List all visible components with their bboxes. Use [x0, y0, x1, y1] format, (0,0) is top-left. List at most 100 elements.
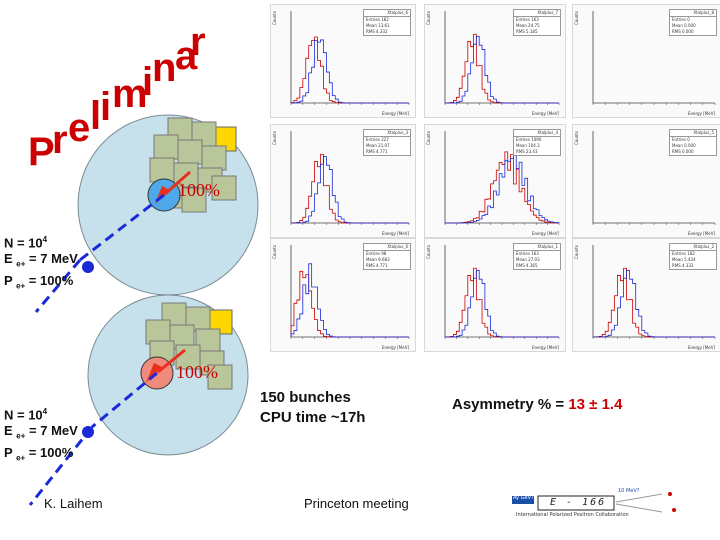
asymmetry-label: Asymmetry % = — [452, 396, 569, 413]
stats-box: Xtalplus_1 Entries 163 Mean 27.03 RMS 4.365 — [513, 243, 561, 270]
histogram-plot — [592, 131, 716, 225]
watermark-letter: i — [100, 85, 112, 129]
x-axis-label: Energy [MeV] — [687, 111, 715, 116]
energy-line: E e+ = 7 MeV — [4, 251, 78, 269]
stats-box: Xtalplus_6 Entries 182 Mean 13.61 RMS 4.332 — [363, 9, 411, 36]
stats-entries: Entries 182 — [672, 251, 695, 256]
x-axis-label: Energy [MeV] — [531, 231, 559, 236]
histogram-plot — [290, 11, 410, 105]
y-axis-label: Counts — [574, 131, 579, 145]
stats-entries: Entries 182 — [366, 17, 389, 22]
x-axis-label: Energy [MeV] — [531, 111, 559, 116]
stats-rms: RMS 4.771 — [366, 263, 388, 268]
histogram-plot — [592, 245, 716, 339]
polarization-line: P e+ = 100% — [4, 444, 74, 463]
stats-entries: Entries 0 — [672, 137, 690, 142]
histogram-plot — [444, 11, 560, 105]
histogram-panel: Xtalplus_0 Entries 98 Mean 9.683 RMS 4.771 E… — [270, 238, 416, 352]
stats-entries: Entries 0 — [672, 17, 690, 22]
histogram-panel: Xtalplus_7 Entries 163 Mean 24.75 RMS 5.185… — [424, 4, 566, 118]
watermark-letter: m — [112, 72, 148, 116]
stats-mean: Mean 27.03 — [516, 257, 540, 262]
stats-entries: Entries 227 — [366, 137, 389, 142]
watermark-letter: i — [142, 60, 154, 104]
e166-logo-graphic — [512, 492, 676, 513]
asymmetry-result: Asymmetry % = 13 ± 1.4 — [452, 395, 622, 415]
x-axis-label: Energy [MeV] — [531, 345, 559, 350]
stats-mean: Mean 0.000 — [672, 23, 696, 28]
x-axis-label: Energy [MeV] — [381, 345, 409, 350]
stats-box: Xtalplus_0 Entries 98 Mean 9.683 RMS 4.771 — [363, 243, 411, 270]
calorimeter-diagram-bottom — [28, 295, 249, 506]
stats-entries: Entries 163 — [516, 17, 539, 22]
watermark-letter: a — [175, 34, 198, 78]
stats-entries: Entries 163 — [516, 251, 539, 256]
stats-box: Xtalplus_2 Entries 182 Mean 5.434 RMS 4.332 — [669, 243, 717, 270]
y-axis-label: Counts — [426, 11, 431, 25]
params-top: N = 104 E e+ = 7 MeV P e+ = 100% — [4, 232, 78, 295]
watermark-letter: r — [52, 118, 68, 162]
stats-mean: Mean 9.683 — [366, 257, 390, 262]
stats-name: Xtalplus_3 — [364, 130, 410, 137]
histogram-plot — [592, 11, 716, 105]
y-axis-label: Counts — [426, 131, 431, 145]
stats-box: Xtalplus_7 Entries 163 Mean 24.75 RMS 5.185 — [513, 9, 561, 36]
stats-rms: RMS 4.365 — [516, 263, 538, 268]
histogram-panel: Xtalplus_2 Entries 182 Mean 5.434 RMS 4.332… — [572, 238, 720, 352]
stats-name: Xtalplus_4 — [514, 130, 560, 137]
stats-mean: Mean 21.07 — [366, 143, 390, 148]
e166-logo: Ay GeV? E - 166 10 MeV? International Po… — [512, 486, 692, 520]
stats-mean: Mean 24.75 — [516, 23, 540, 28]
logo-left-text: Ay GeV? — [513, 495, 534, 501]
stats-name: Xtalplus_2 — [670, 244, 716, 251]
x-axis-label: Energy [MeV] — [687, 345, 715, 350]
meeting-name: Princeton meeting — [304, 496, 409, 511]
histogram-grid: Xtalplus_6 Entries 182 Mean 13.61 RMS 4.332… — [268, 0, 720, 360]
stats-name: Xtalplus_0 — [364, 244, 410, 251]
bunches-text: 150 bunches — [260, 389, 351, 406]
asymmetry-value: 13 — [568, 396, 585, 413]
plus-minus: ± — [589, 396, 598, 413]
stats-mean: Mean 0.000 — [672, 143, 696, 148]
histogram-plot — [290, 245, 410, 339]
histogram-plot — [444, 245, 560, 339]
stats-name: Xtalplus_7 — [514, 10, 560, 17]
polarization-line: P e+ = 100% — [4, 272, 74, 291]
y-axis-label: Counts — [272, 245, 277, 259]
stats-name: Xtalplus_1 — [514, 244, 560, 251]
stats-box: Xtalplus_3 Entries 227 Mean 21.07 RMS 4.771 — [363, 129, 411, 156]
logo-center-text: E - 166 — [550, 497, 607, 508]
logo-subtitle: International Polarized Positron Collabo… — [516, 512, 629, 518]
stats-rms: RMS 4.332 — [672, 263, 694, 268]
histogram-panel: Xtalplus_3 Entries 227 Mean 21.07 RMS 4.771… — [270, 124, 416, 238]
stats-box: Xtalplus_4 Entries 1090 Mean 104.3 RMS 23.4… — [513, 129, 561, 156]
stats-entries: Entries 1090 — [516, 137, 542, 142]
n-line: N = 104 — [4, 235, 48, 251]
x-axis-label: Energy [MeV] — [381, 111, 409, 116]
stats-name: Xtalplus_6 — [364, 10, 410, 17]
stats-mean: Mean 104.3 — [516, 143, 540, 148]
asymmetry-error: 1.4 — [601, 396, 623, 413]
y-axis-label: Counts — [574, 245, 579, 259]
stats-box: Xtalplus_8 Entries 0 Mean 0.000 RMS 0.000 — [669, 9, 717, 36]
percent-label-bottom: 100% — [176, 362, 218, 382]
stats-name: Xtalplus_5 — [670, 130, 716, 137]
stats-box: Xtalplus_5 Entries 0 Mean 0.000 RMS 0.000 — [669, 129, 717, 156]
n-line: N = 104 — [4, 407, 48, 423]
calorimeter-diagram-top — [34, 114, 259, 313]
x-axis-label: Energy [MeV] — [381, 231, 409, 236]
stats-mean: Mean 13.61 — [366, 23, 390, 28]
author: K. Laihem — [44, 496, 103, 511]
stats-rms: RMS 4.771 — [366, 149, 388, 154]
stats-rms: RMS 23.43 — [516, 149, 538, 154]
energy-line: E e+ = 7 MeV — [4, 423, 78, 441]
y-axis-label: Counts — [272, 11, 277, 25]
watermark-letter: r — [190, 20, 206, 64]
params-bottom: N = 104 E e+ = 7 MeV P e+ = 100% — [4, 404, 78, 467]
stats-rms: RMS 5.185 — [516, 29, 538, 34]
stats-rms: RMS 4.332 — [366, 29, 388, 34]
watermark-letter: l — [90, 94, 102, 138]
stats-mean: Mean 5.434 — [672, 257, 696, 262]
y-axis-label: Counts — [272, 131, 277, 145]
percent-label-top: 100% — [178, 180, 220, 200]
